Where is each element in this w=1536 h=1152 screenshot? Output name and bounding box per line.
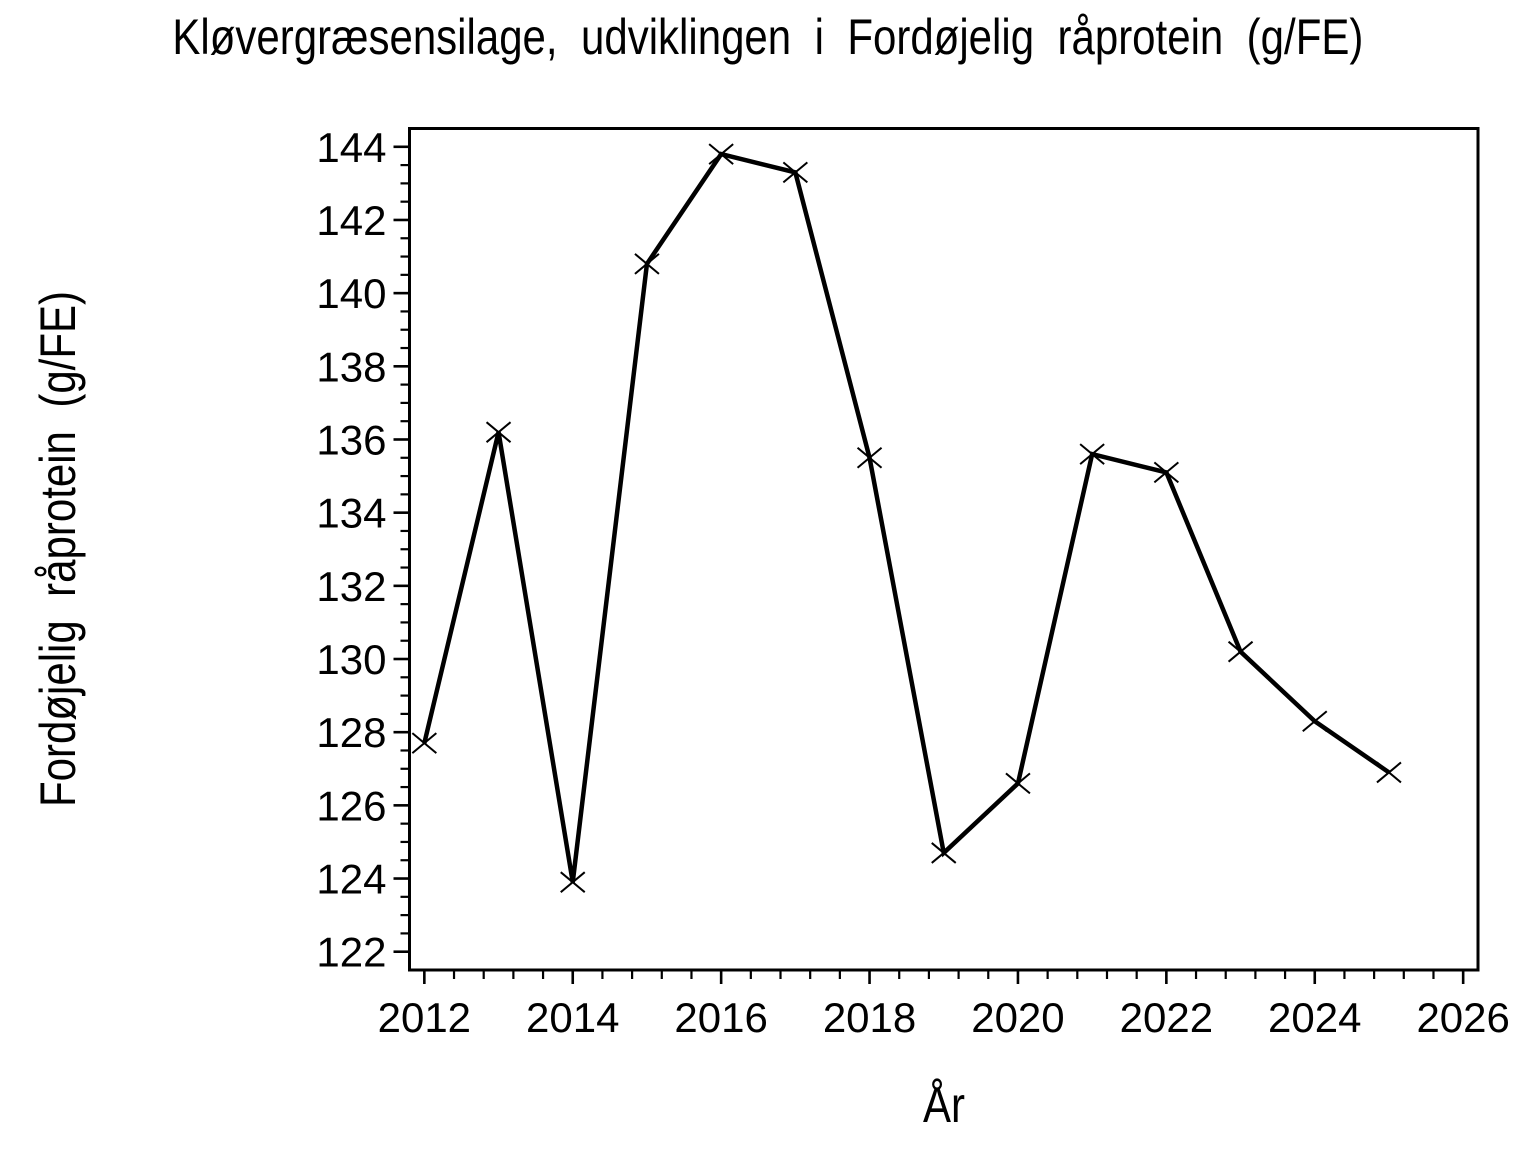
data-point-marker [1227, 640, 1254, 663]
y-tick-label: 138 [316, 343, 386, 390]
y-tick-label: 134 [316, 490, 386, 537]
data-point-marker [1005, 772, 1031, 795]
x-tick-label: 2018 [823, 994, 916, 1041]
data-point-marker [560, 871, 586, 893]
data-point-marker [1302, 710, 1328, 732]
y-tick-label: 136 [316, 416, 386, 463]
data-point-marker [708, 143, 734, 165]
data-point-marker [634, 253, 660, 275]
data-point-marker [485, 421, 512, 443]
chart-title-text: Kløvergræsensilage, udviklingen i Fordøj… [172, 9, 1364, 65]
y-tick-label: 124 [316, 856, 386, 903]
y-tick-label: 128 [316, 709, 386, 756]
x-tick-label: 2022 [1120, 994, 1213, 1041]
data-point-markers [411, 143, 1402, 893]
y-tick-label: 126 [316, 782, 386, 829]
y-tick-label: 130 [316, 636, 386, 683]
x-tick-label: 2020 [971, 994, 1064, 1041]
x-tick-label: 2026 [1416, 994, 1509, 1041]
y-tick-label: 142 [316, 197, 386, 244]
y-tick-label: 122 [316, 929, 386, 976]
y-tick-label: 132 [316, 563, 386, 610]
x-tick-label: 2012 [378, 994, 471, 1041]
data-point-marker [782, 161, 808, 184]
data-point-marker [411, 732, 437, 754]
y-tick-label: 140 [316, 270, 386, 317]
x-axis-title: År [919, 1076, 969, 1134]
x-tick-label: 2014 [526, 994, 619, 1041]
data-point-marker [1153, 461, 1179, 484]
y-tick-label: 144 [316, 124, 386, 171]
x-axis-ticks: 2012 2014 2016 2018 2020 2022 2024 2026 [378, 970, 1510, 1041]
data-point-marker [856, 447, 883, 469]
data-point-marker [931, 842, 957, 864]
x-tick-label: 2024 [1268, 994, 1361, 1041]
y-axis-ticks: 122 124 126 128 130 132 134 136 138 140 142 144 [316, 124, 410, 976]
data-point-marker [1376, 761, 1402, 784]
data-point-marker [1079, 443, 1105, 465]
chart-title: Kløvergræsensilage, udviklingen i Fordøj… [0, 8, 1536, 66]
x-tick-label: 2016 [674, 994, 767, 1041]
x-axis-title-text: År [923, 1077, 965, 1133]
data-line [422, 151, 1391, 883]
